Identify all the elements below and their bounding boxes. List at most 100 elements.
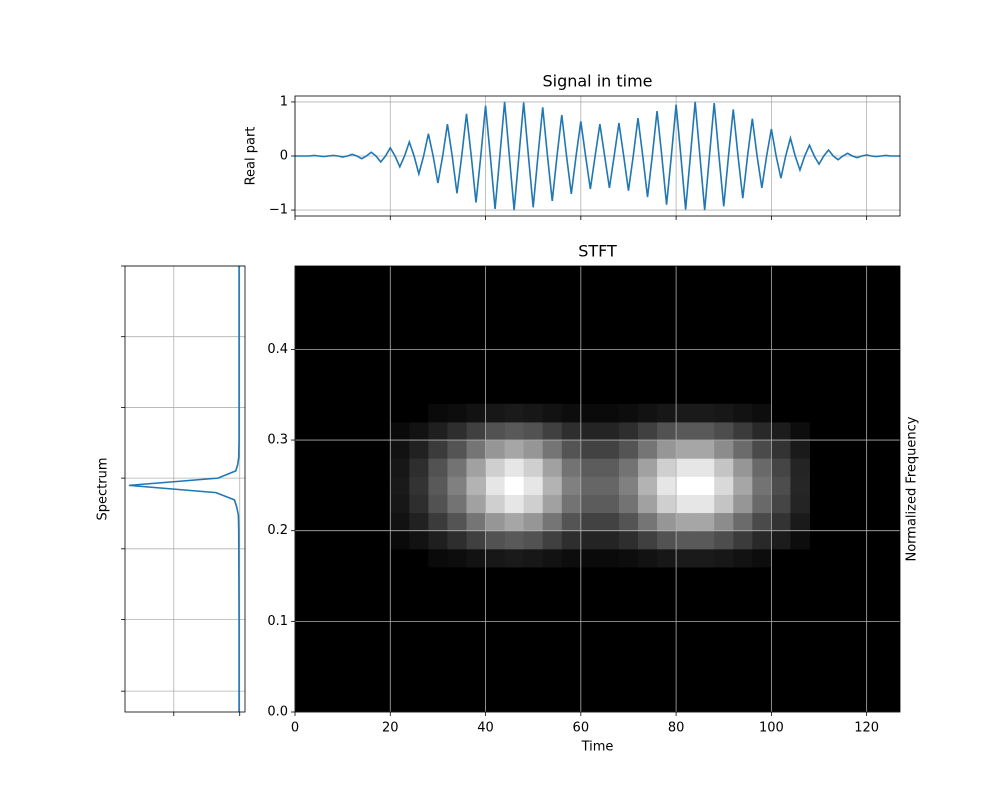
- heatmap-cell: [523, 476, 544, 495]
- heatmap-cell: [447, 421, 467, 441]
- heatmap-cell: [771, 548, 791, 568]
- heatmap-cell: [485, 476, 506, 495]
- heatmap-cell: [752, 512, 772, 532]
- heatmap-cell: [580, 548, 601, 568]
- heatmap-cell: [485, 440, 506, 459]
- heatmap-cell: [409, 512, 429, 532]
- heatmap-cell: [447, 548, 467, 568]
- heatmap-cell: [485, 548, 506, 568]
- heatmap-cell: [618, 548, 639, 568]
- heatmap-cell: [409, 476, 429, 495]
- heatmap-cell: [523, 548, 544, 568]
- axes-frame: [294, 95, 901, 217]
- heatmap-cell: [733, 440, 753, 459]
- x-axis-label: Time: [581, 740, 614, 755]
- heatmap-cell: [561, 403, 582, 423]
- axes-frame: [294, 265, 901, 713]
- heatmap-cell: [733, 403, 753, 423]
- heatmap-cell: [428, 421, 448, 441]
- heatmap-cell: [504, 421, 525, 441]
- axes-frame: [124, 265, 246, 713]
- heatmap-cell: [733, 530, 753, 550]
- heatmap-cell: [523, 403, 544, 423]
- heatmap-cell: [657, 530, 677, 550]
- heatmap-cell: [466, 548, 487, 568]
- heatmap-cell: [561, 458, 582, 477]
- y-axis-label: Real part: [244, 127, 259, 186]
- heatmap-cell: [428, 494, 448, 514]
- heatmap-cell: [657, 512, 677, 532]
- heatmap-cell: [580, 440, 601, 459]
- heatmap-cell: [695, 548, 715, 568]
- heatmap-cell: [752, 530, 772, 550]
- heatmap-cell: [542, 530, 563, 550]
- heatmap-cell: [504, 403, 525, 423]
- heatmap-cell: [485, 421, 506, 441]
- heatmap-cell: [695, 494, 715, 514]
- heatmap-cell: [542, 421, 563, 441]
- heatmap-cell: [599, 548, 620, 568]
- heatmap-cell: [695, 421, 715, 441]
- heatmap-cell: [695, 440, 715, 459]
- x-tick-label: 40: [477, 721, 494, 736]
- heatmap-cell: [428, 512, 448, 532]
- heatmap-cell: [504, 440, 525, 459]
- x-tick-label: 80: [668, 721, 685, 736]
- heatmap-cell: [733, 421, 753, 441]
- y-tick-label: 0.1: [267, 614, 288, 629]
- heatmap-cell: [599, 476, 620, 495]
- heatmap-cell: [676, 403, 696, 423]
- heatmap-cell: [733, 458, 753, 477]
- heatmap-cell: [390, 458, 410, 477]
- heatmap-cell: [771, 494, 791, 514]
- x-tick-label: 120: [854, 721, 879, 736]
- heatmap-cell: [447, 512, 467, 532]
- heatmap-cell: [637, 403, 658, 423]
- heatmap-cell: [657, 458, 677, 477]
- heatmap-cell: [790, 476, 810, 495]
- heatmap-cell: [409, 403, 429, 423]
- heatmap-cell: [714, 476, 734, 495]
- heatmap-cell: [599, 458, 620, 477]
- heatmap-cell: [428, 548, 448, 568]
- heatmap-cell: [733, 548, 753, 568]
- heatmap-cell: [409, 458, 429, 477]
- heatmap-cell: [676, 440, 696, 459]
- heatmap-cell: [390, 530, 410, 550]
- heatmap-cell: [714, 403, 734, 423]
- heatmap-cell: [485, 458, 506, 477]
- chart-title: STFT: [578, 242, 617, 261]
- heatmap-cell: [599, 494, 620, 514]
- heatmap-cell: [561, 512, 582, 532]
- heatmap-cell: [771, 421, 791, 441]
- heatmap-cell: [790, 530, 810, 550]
- heatmap-cell: [504, 476, 525, 495]
- heatmap-cell: [504, 530, 525, 550]
- heatmap-cell: [409, 440, 429, 459]
- heatmap-cell: [618, 494, 639, 514]
- heatmap-cell: [390, 440, 410, 459]
- heatmap-cell: [618, 458, 639, 477]
- heatmap-cell: [637, 476, 658, 495]
- y-axis-label: Normalized Frequency: [905, 416, 920, 561]
- heatmap-cell: [657, 440, 677, 459]
- heatmap-cell: [618, 476, 639, 495]
- heatmap-cell: [714, 494, 734, 514]
- heatmap-cell: [771, 440, 791, 459]
- heatmap-cell: [599, 440, 620, 459]
- heatmap-cell: [771, 512, 791, 532]
- y-tick-label: 0.0: [267, 705, 288, 720]
- heatmap-cell: [466, 440, 487, 459]
- heatmap-cell: [447, 440, 467, 459]
- heatmap-cell: [637, 530, 658, 550]
- heatmap-cell: [561, 440, 582, 459]
- heatmap-cell: [390, 476, 410, 495]
- heatmap-cell: [390, 494, 410, 514]
- heatmap-cell: [409, 494, 429, 514]
- heatmap-cell: [599, 512, 620, 532]
- heatmap-cell: [752, 458, 772, 477]
- x-tick-label: 20: [382, 721, 399, 736]
- heatmap-cell: [618, 530, 639, 550]
- heatmap-cell: [485, 494, 506, 514]
- x-tick-label: 0: [291, 721, 299, 736]
